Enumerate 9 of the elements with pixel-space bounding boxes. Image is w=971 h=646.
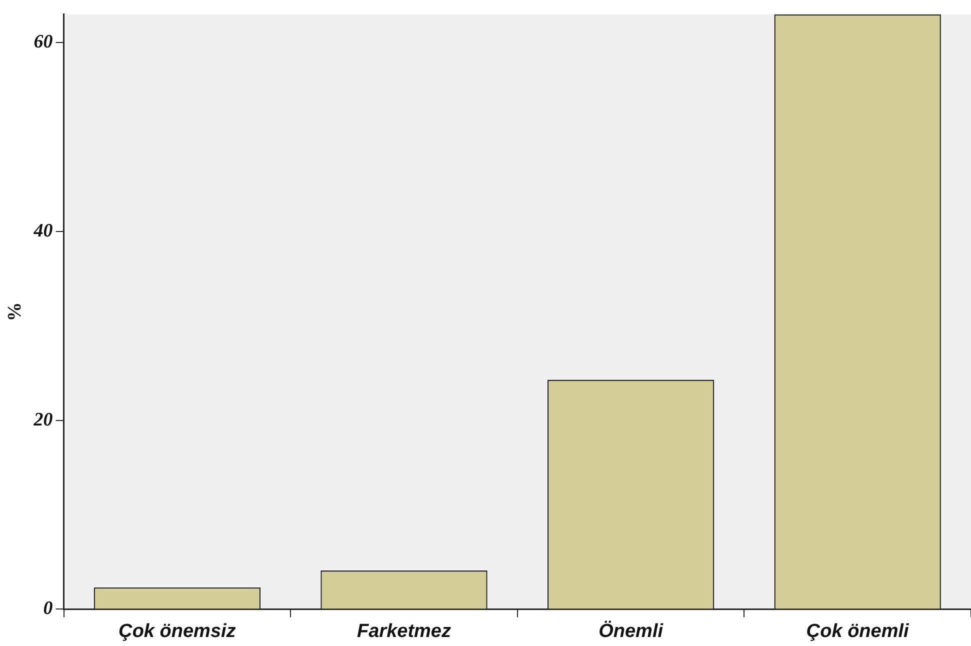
y-tick-label: 20 <box>32 409 54 430</box>
y-tick-label: 60 <box>34 32 54 53</box>
y-tick-label: 40 <box>32 220 54 242</box>
x-tick-label: Önemli <box>598 620 664 642</box>
x-tick-label: Çok önemsiz <box>118 620 236 642</box>
y-tick-label: 0 <box>43 598 54 620</box>
y-axis-title: % <box>4 302 26 322</box>
x-tick-label: Farketmez <box>357 620 452 642</box>
x-tick-label: Çok önemli <box>806 620 910 642</box>
